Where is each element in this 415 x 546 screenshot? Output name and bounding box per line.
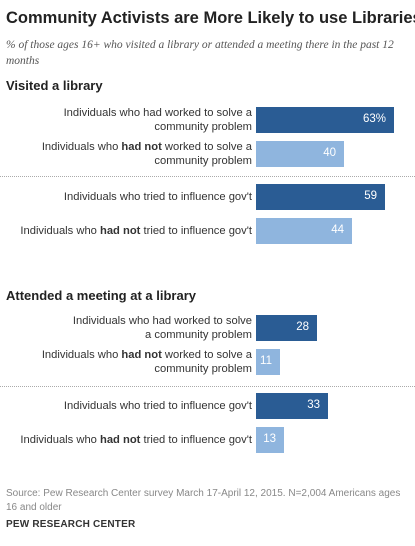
bar-value-label: 11 <box>260 355 272 367</box>
bar-value-label: 44 <box>331 224 344 236</box>
bar-category-label: Individuals who had worked to solve a com… <box>63 106 252 134</box>
bar-category-label: Individuals who had not tried to influen… <box>20 224 252 237</box>
bar-value-label: 40 <box>323 147 336 159</box>
bar-category-label: Individuals who tried to influence gov't <box>63 399 252 412</box>
bar-category-label: Individuals who had not worked to solve … <box>41 140 252 168</box>
bar-value-label: 59 <box>364 190 377 202</box>
bar-category-label: Individuals who had not worked to solve … <box>41 348 252 376</box>
bar <box>256 184 385 210</box>
bar <box>256 141 344 167</box>
bar <box>256 349 280 375</box>
brand-label: PEW RESEARCH CENTER <box>6 519 136 530</box>
bar <box>256 218 352 244</box>
bar-category-label: Individuals who had not tried to influen… <box>20 433 252 446</box>
bar-value-label: 28 <box>296 321 309 333</box>
group-divider <box>0 176 415 177</box>
bar <box>256 393 328 419</box>
chart-subtitle: % of those ages 16+ who visited a librar… <box>6 39 394 67</box>
group-divider <box>0 386 415 387</box>
bar-category-label: Individuals who tried to influence gov't <box>63 190 252 203</box>
bar <box>256 107 394 133</box>
chart-title: Community Activists are More Likely to u… <box>6 9 415 27</box>
bar-value-label: 33 <box>307 399 320 411</box>
bar-category-label: Individuals who had worked to solve a com… <box>72 314 252 342</box>
bar <box>256 315 317 341</box>
source-note: Source: Pew Research Center survey March… <box>6 488 401 513</box>
bar-value-label: 13 <box>263 433 276 445</box>
section-heading: Attended a meeting at a library <box>6 288 196 303</box>
bar <box>256 427 284 453</box>
section-heading: Visited a library <box>6 78 103 93</box>
bar-value-label: 63% <box>362 113 386 125</box>
